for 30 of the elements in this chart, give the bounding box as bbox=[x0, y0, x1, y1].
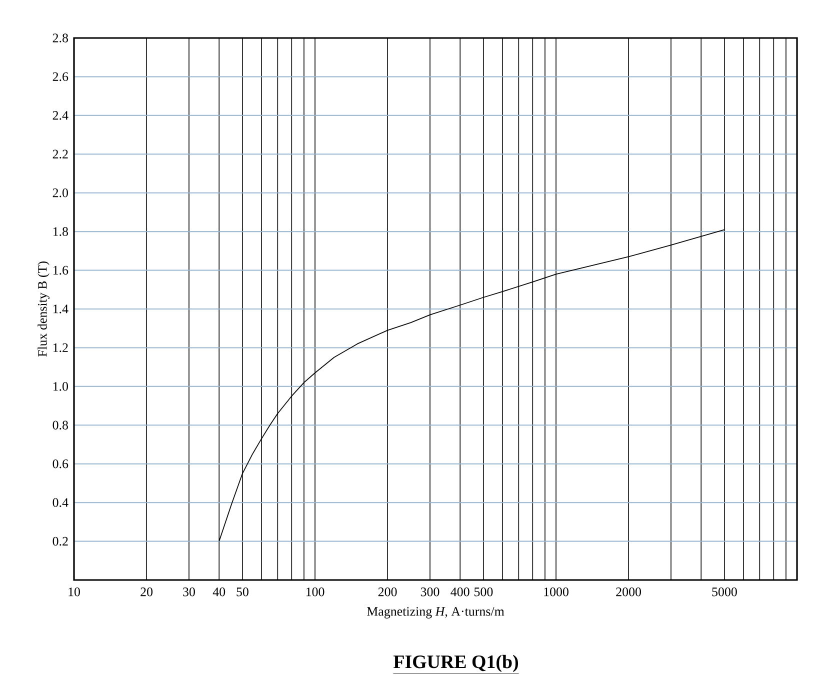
x-tick-label: 5000 bbox=[712, 588, 737, 596]
y-axis-title: Flux density B (T) bbox=[38, 262, 50, 357]
x-tick-label: 50 bbox=[236, 588, 248, 596]
y-tick-label: 1.0 bbox=[53, 382, 68, 391]
y-tick-label: 0.8 bbox=[52, 420, 68, 430]
x-tick-label: 2000 bbox=[616, 588, 642, 596]
y-tick-label: 2.8 bbox=[52, 34, 68, 42]
x-tick-label: 30 bbox=[183, 588, 195, 596]
y-tick-label: 1.4 bbox=[53, 304, 68, 314]
y-tick-label: 1.8 bbox=[53, 227, 68, 236]
y-tick-label: 1.2 bbox=[53, 343, 68, 352]
y-tick-label: 2.0 bbox=[52, 188, 68, 198]
y-tick-label: 2.2 bbox=[52, 150, 68, 159]
y-tick-label: 2.4 bbox=[52, 111, 68, 120]
x-axis-title: Magnetizing H, A·turns/m bbox=[367, 607, 504, 618]
y-tick-label: 0.6 bbox=[52, 459, 68, 468]
x-tick-label: 40 bbox=[212, 588, 226, 596]
text: FIGURE Q1(b) bbox=[393, 654, 518, 672]
y-tick-label: 2.6 bbox=[52, 72, 68, 82]
x-tick-label: 10 bbox=[68, 588, 80, 596]
x-tick-label: 200 bbox=[378, 588, 397, 596]
y-tick-label: 1.6 bbox=[53, 266, 68, 275]
x-tick-label: 100 bbox=[306, 588, 324, 596]
x-tick-label: 20 bbox=[140, 588, 153, 596]
y-tick-label: 0.2 bbox=[52, 536, 68, 546]
x-tick-label: 400 bbox=[450, 588, 470, 596]
x-tick-label: 500 bbox=[474, 588, 493, 596]
y-tick-label: 0.4 bbox=[52, 498, 68, 507]
x-tick-label: 300 bbox=[420, 588, 440, 596]
x-tick-label: 1000 bbox=[544, 588, 568, 596]
